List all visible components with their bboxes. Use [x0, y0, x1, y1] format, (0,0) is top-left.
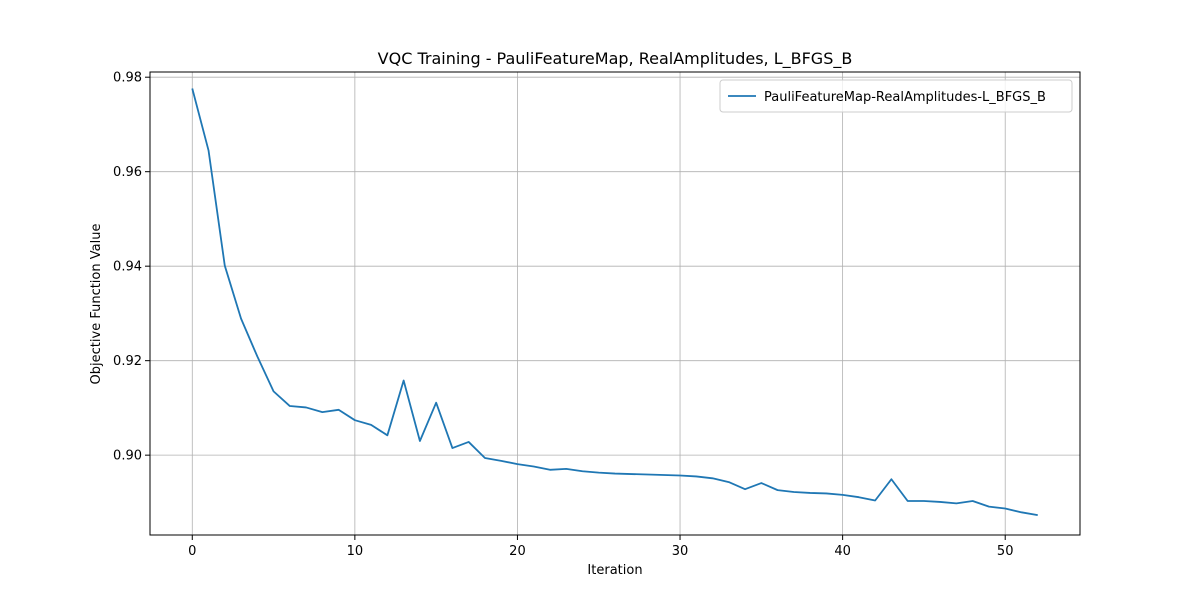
legend-box: [719, 79, 1073, 113]
y-tick-label: 0.92: [113, 354, 142, 369]
x-tick-label: 10: [347, 544, 364, 559]
axes: 0 10 20 30 40 50 0.90 0.92 0.94 0.96 0.98: [113, 71, 1081, 559]
chart-title: VQC Training - PauliFeatureMap, RealAmpl…: [378, 49, 853, 69]
y-tick-label: 0.98: [113, 71, 142, 86]
legend-label: PauliFeatureMap-RealAmplitudes-L_BFGS_B: [764, 90, 1046, 105]
plot-area: [191, 88, 1038, 517]
y-tick-label: 0.90: [113, 449, 142, 464]
plot-frame: [149, 71, 1081, 536]
series-line: [191, 88, 1038, 517]
legend: PauliFeatureMap-RealAmplitudes-L_BFGS_B: [719, 79, 1073, 113]
grid: [150, 72, 1080, 535]
x-tick-label: 40: [834, 544, 851, 559]
y-tick-label: 0.94: [113, 260, 142, 275]
x-tick-label: 20: [509, 544, 526, 559]
y-tick-label: 0.96: [113, 165, 142, 180]
x-tick-label: 0: [188, 544, 196, 559]
x-tick-label: 30: [672, 544, 689, 559]
x-axis-label: Iteration: [587, 563, 642, 578]
x-tick-label: 50: [997, 544, 1014, 559]
y-axis-label: Objective Function Value: [89, 224, 104, 385]
